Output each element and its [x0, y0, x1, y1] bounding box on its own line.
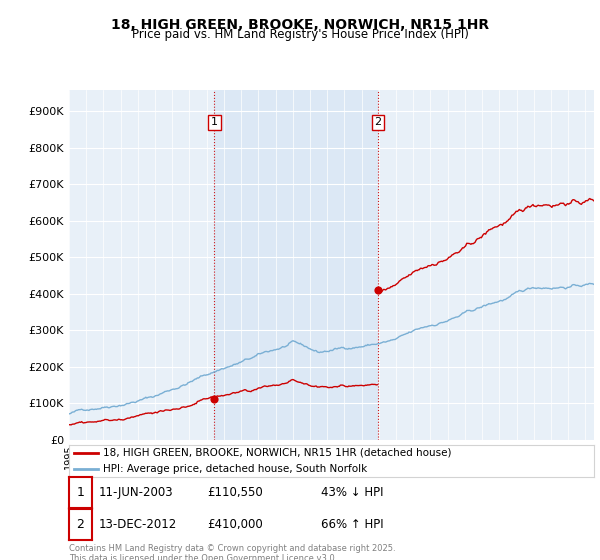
Text: 11-JUN-2003: 11-JUN-2003	[99, 486, 173, 499]
Text: 2: 2	[76, 518, 85, 531]
Text: HPI: Average price, detached house, South Norfolk: HPI: Average price, detached house, Sout…	[103, 464, 367, 474]
Text: 18, HIGH GREEN, BROOKE, NORWICH, NR15 1HR: 18, HIGH GREEN, BROOKE, NORWICH, NR15 1H…	[111, 18, 489, 32]
Text: 66% ↑ HPI: 66% ↑ HPI	[321, 518, 383, 531]
Text: 43% ↓ HPI: 43% ↓ HPI	[321, 486, 383, 499]
Text: 1: 1	[211, 118, 218, 128]
Point	[209, 395, 219, 404]
Text: 18, HIGH GREEN, BROOKE, NORWICH, NR15 1HR (detached house): 18, HIGH GREEN, BROOKE, NORWICH, NR15 1H…	[103, 448, 452, 458]
Text: Contains HM Land Registry data © Crown copyright and database right 2025.
This d: Contains HM Land Registry data © Crown c…	[69, 544, 395, 560]
Text: £110,550: £110,550	[207, 486, 263, 499]
Text: Price paid vs. HM Land Registry's House Price Index (HPI): Price paid vs. HM Land Registry's House …	[131, 28, 469, 41]
Bar	[214, 90, 378, 440]
Text: 2: 2	[374, 118, 382, 128]
Point	[373, 286, 383, 295]
Text: £410,000: £410,000	[207, 518, 263, 531]
Text: 13-DEC-2012: 13-DEC-2012	[99, 518, 177, 531]
Text: 1: 1	[76, 486, 85, 499]
